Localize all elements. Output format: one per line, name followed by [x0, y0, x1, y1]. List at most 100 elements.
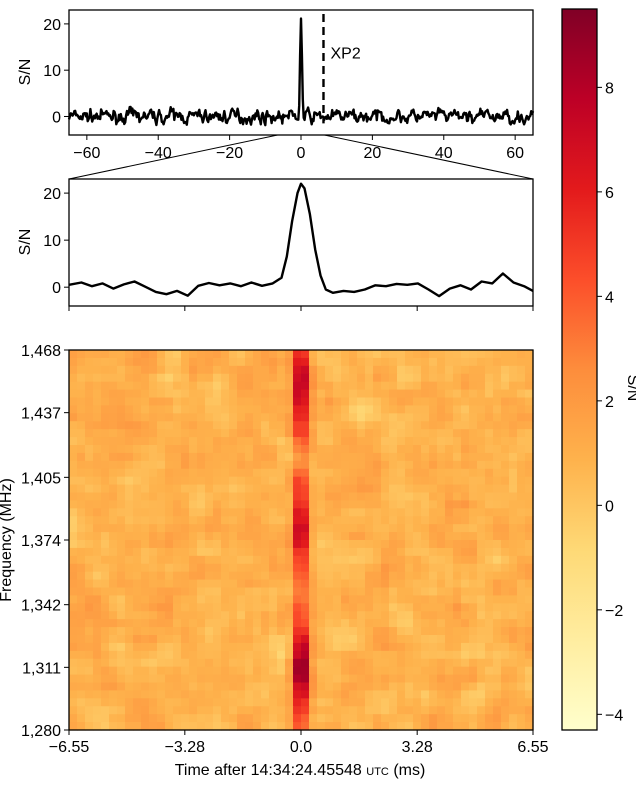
heatmap-cell — [317, 555, 326, 565]
heatmap-cell — [253, 650, 262, 660]
heatmap-cell — [389, 563, 398, 573]
heatmap-cell — [333, 619, 342, 628]
heatmap-cell — [245, 452, 254, 462]
heatmap-cell — [453, 563, 462, 573]
heatmap-cell — [509, 563, 518, 573]
heatmap-cell — [237, 437, 246, 446]
heatmap-cell — [101, 627, 110, 636]
heatmap-cell — [277, 682, 286, 692]
heatmap-cell — [101, 413, 110, 422]
heatmap-cell — [149, 635, 158, 644]
heatmap-cell — [237, 690, 246, 699]
heatmap-cell — [325, 722, 334, 731]
heatmap-cell — [197, 437, 206, 446]
heatmap-cell — [357, 627, 366, 636]
heatmap-cell — [405, 540, 414, 549]
heatmap-cell — [317, 413, 326, 422]
heatmap-cell — [517, 413, 526, 422]
heatmap-cell — [493, 508, 502, 517]
heatmap-cell — [397, 563, 406, 573]
heatmap-cell — [173, 579, 182, 589]
heatmap-cell — [341, 350, 350, 359]
heatmap-cell — [373, 373, 382, 383]
heatmap-cell — [261, 579, 270, 589]
heatmap-cell — [285, 714, 294, 723]
heatmap-cell — [517, 350, 526, 359]
heatmap-cell — [189, 635, 198, 644]
heatmap-cell — [469, 619, 478, 628]
heatmap-cell — [157, 484, 166, 494]
heatmap-cell — [413, 429, 422, 438]
heatmap-cell — [93, 690, 102, 699]
heatmap-cell — [101, 357, 110, 367]
heatmap-cell — [405, 595, 414, 604]
heatmap-cell — [429, 492, 438, 502]
heatmap-cell — [341, 445, 350, 454]
heatmap-cell — [501, 635, 510, 644]
heatmap-cell — [85, 555, 94, 565]
heatmap-cell — [477, 706, 486, 715]
heatmap-cell — [109, 524, 118, 533]
heatmap-cell — [205, 405, 214, 414]
heatmap-cell — [413, 698, 422, 707]
heatmap-cell — [325, 492, 334, 502]
heatmap-cell — [181, 603, 190, 612]
heatmap-cell — [189, 397, 198, 407]
heatmap-cell — [373, 389, 382, 399]
heatmap-cell — [189, 682, 198, 692]
heatmap-cell — [317, 658, 326, 668]
heatmap-cell — [421, 452, 430, 462]
heatmap-cell — [493, 650, 502, 660]
heatmap-cell — [421, 635, 430, 644]
heatmap-cell — [245, 413, 254, 422]
heatmap-cell — [477, 627, 486, 636]
heatmap-cell — [517, 516, 526, 525]
heatmap-cell — [485, 698, 494, 707]
heatmap-cell — [85, 468, 94, 478]
heatmap-cell — [117, 650, 126, 660]
heatmap-cell — [389, 389, 398, 399]
heatmap-cell — [301, 555, 310, 565]
heatmap-cell — [149, 619, 158, 628]
heatmap-cell — [141, 476, 150, 486]
heatmap-cell — [165, 547, 174, 557]
heatmap-cell — [453, 397, 462, 407]
heatmap-cell — [341, 468, 350, 478]
heatmap-cell — [181, 540, 190, 549]
heatmap-cell — [285, 666, 294, 676]
heatmap-cell — [357, 357, 366, 367]
heatmap-cell — [381, 357, 390, 367]
heatmap-cell — [293, 437, 302, 446]
heatmap-cell — [117, 603, 126, 612]
heatmap-cell — [69, 516, 78, 525]
heatmap-cell — [349, 532, 358, 541]
heatmap-cell — [261, 587, 270, 597]
heatmap-cell — [261, 540, 270, 549]
heatmap-cell — [189, 627, 198, 636]
heatmap-cell — [213, 642, 222, 652]
heatmap-cell — [93, 650, 102, 660]
heatmap-cell — [181, 674, 190, 684]
heatmap-cell — [141, 500, 150, 509]
heatmap-cell — [117, 365, 126, 375]
heatmap-cell — [373, 627, 382, 636]
heatmap-cell — [333, 587, 342, 597]
heatmap-cell — [141, 650, 150, 660]
heatmap-cell — [149, 555, 158, 565]
heatmap-cell — [429, 666, 438, 676]
heatmap-cell — [133, 429, 142, 438]
heatmap-cell — [205, 619, 214, 628]
heatmap-cell — [181, 437, 190, 446]
heatmap-cell — [517, 650, 526, 660]
heatmap-cell — [229, 397, 238, 407]
heatmap-cell — [429, 547, 438, 557]
heatmap-cell — [365, 635, 374, 644]
heatmap-cell — [445, 627, 454, 636]
heatmap-cell — [309, 714, 318, 723]
heatmap-cell — [461, 706, 470, 715]
heatmap-cell — [317, 682, 326, 692]
heatmap-cell — [469, 397, 478, 407]
heatmap-cell — [213, 389, 222, 399]
heatmap-cell — [229, 555, 238, 565]
heatmap-cell — [365, 714, 374, 723]
